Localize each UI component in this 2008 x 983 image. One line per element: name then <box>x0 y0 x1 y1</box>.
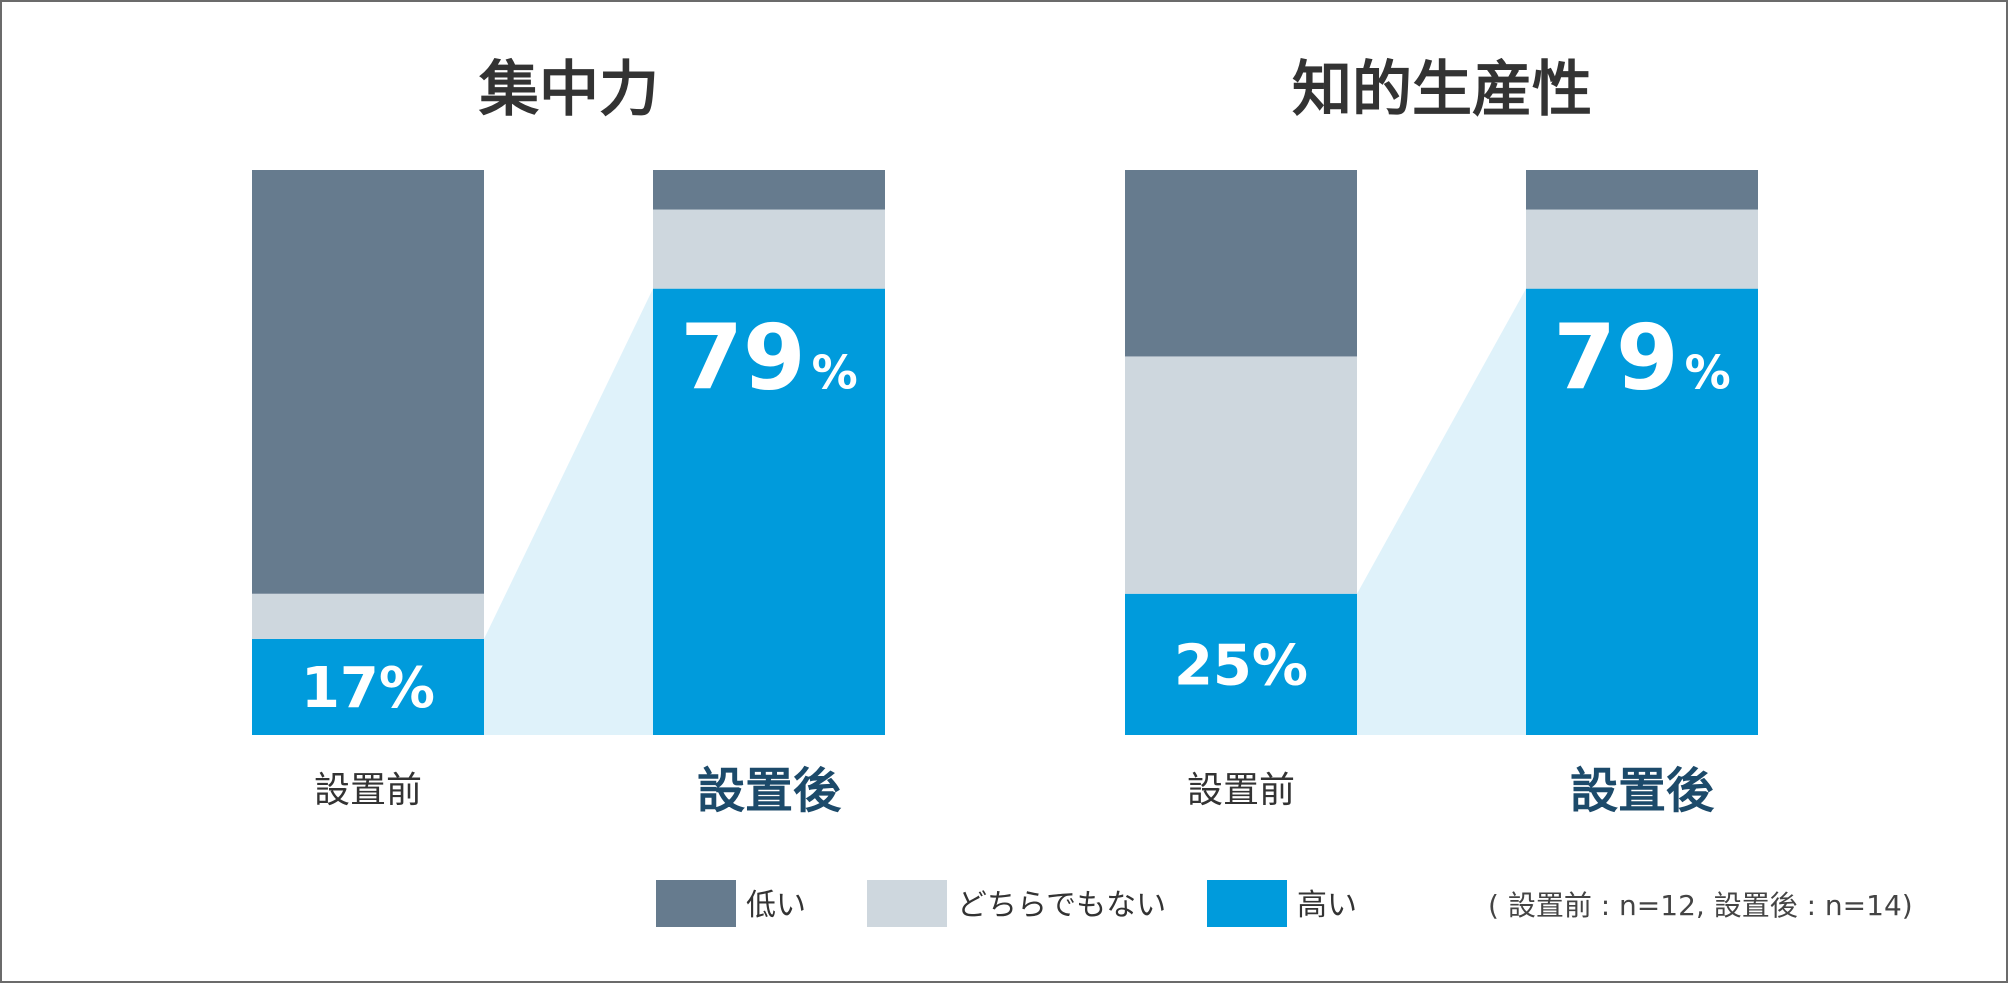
chart-title: 集中力 <box>478 55 659 125</box>
data-label-after-number: 79 <box>680 306 805 411</box>
legend-swatch-neutral <box>867 880 947 927</box>
bar-segment-high-before <box>252 638 484 735</box>
legend: 低い どちらでもない 高い <box>656 880 1357 927</box>
bar-segment-low-after <box>653 170 885 210</box>
data-label-after-number: 79 <box>1553 306 1678 411</box>
category-label-after: 設置後 <box>697 763 842 819</box>
legend-label-neutral: どちらでもない <box>957 888 1166 923</box>
bar-segment-high-after <box>653 288 885 735</box>
bar-segment-neutral-after <box>1526 209 1758 289</box>
bar-segment-high-after <box>1526 288 1758 735</box>
bar-segment-neutral-before <box>252 593 484 639</box>
legend-swatch-low <box>656 880 736 927</box>
legend-swatch-high <box>1207 880 1287 927</box>
high-connector-band <box>484 288 653 735</box>
data-label-before: 25% <box>1174 633 1308 698</box>
bar-segment-low-before <box>1125 170 1357 357</box>
category-label-after: 設置後 <box>1570 763 1715 819</box>
category-label-before: 設置前 <box>314 770 422 811</box>
data-label-after: 79% <box>1553 306 1730 411</box>
data-label-before: 17% <box>301 656 435 721</box>
data-label-after-unit: % <box>1685 346 1731 400</box>
bar-segment-high-before <box>1125 593 1357 735</box>
bar-segment-low-after <box>1526 170 1758 210</box>
bar-segment-neutral-after <box>653 209 885 289</box>
high-connector-band <box>1357 288 1526 735</box>
legend-label-high: 高い <box>1297 888 1357 923</box>
data-label-after-unit: % <box>812 346 858 400</box>
data-label-after: 79% <box>680 306 857 411</box>
sample-size-note: ( 設置前 : n=12, 設置後 : n=14) <box>1488 889 1913 922</box>
legend-label-low: 低い <box>746 888 806 923</box>
bar-segment-low-before <box>252 170 484 594</box>
chart-title: 知的生産性 <box>1292 55 1592 125</box>
bar-segment-neutral-before <box>1125 356 1357 594</box>
category-label-before: 設置前 <box>1187 770 1295 811</box>
